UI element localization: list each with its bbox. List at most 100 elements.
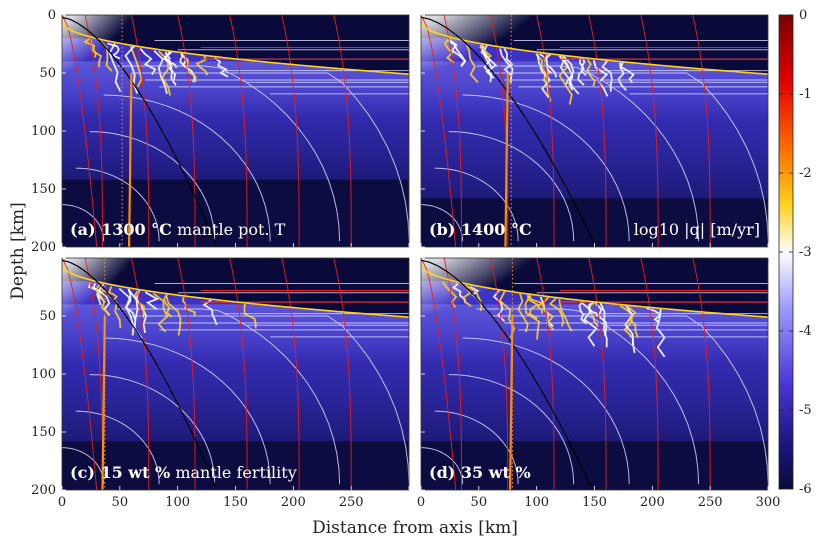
streamline [504, 79, 768, 81]
colorbar-tick-label: 0 [799, 8, 807, 23]
melt-channel [517, 293, 529, 333]
temperature-contour [588, 258, 607, 490]
panel-label-bold: 15 wt % [100, 463, 170, 482]
melt-channel [503, 48, 514, 76]
colorbar-tick-label: -2 [799, 166, 812, 181]
melt-channel [528, 295, 544, 314]
panel-a: (a) 1300 °C mantle pot. T 0 50 100 150 200 [31, 8, 410, 255]
x-tick-label: 0 [58, 495, 66, 510]
temperature-contour [281, 15, 300, 247]
lithosphere-base-curve [421, 21, 768, 75]
melt-channel [118, 287, 135, 336]
melt-channel [163, 293, 173, 318]
melt-channel [108, 42, 122, 93]
melt-channel [580, 57, 587, 77]
temperature-contour [692, 258, 711, 490]
streamline [434, 167, 519, 242]
melt-channel [479, 44, 493, 60]
y-axis-label: Depth [km] [8, 202, 28, 299]
temperature-contour [692, 15, 711, 247]
melt-region [421, 15, 578, 97]
melt-channel [181, 297, 196, 317]
panel-c: (c) 15 wt % mantle fertility 0 50 100 150 200… [31, 257, 410, 510]
temperature-contour [229, 258, 248, 490]
streamline [434, 410, 519, 485]
streamline [490, 315, 768, 485]
black-reference-curve [62, 16, 217, 244]
melt-channel [580, 301, 598, 347]
melt-channel [165, 294, 182, 336]
streamline [504, 322, 768, 324]
y-tick-label: 0 [48, 8, 56, 23]
x-axis-label: Distance from axis [km] [312, 518, 518, 538]
temperature-contour [62, 15, 98, 247]
temperature-contour [489, 258, 509, 490]
melt-channel [129, 46, 143, 88]
temperature-contour [443, 15, 462, 247]
streamline [159, 86, 409, 88]
streamline [476, 308, 700, 485]
melt-channel [152, 292, 169, 333]
melt-channel [524, 294, 541, 340]
melt-channel [133, 289, 145, 318]
melt-channel-vertical [508, 315, 514, 490]
x-tick-label: 0 [417, 495, 425, 510]
panel-content [421, 258, 768, 490]
temperature-contour [588, 15, 607, 247]
colorbar-tick-label: -5 [799, 403, 812, 418]
streamline [75, 167, 160, 242]
panel-content [421, 15, 768, 247]
temperature-contour [229, 15, 248, 247]
temperature-contour [130, 258, 150, 490]
streamline [518, 329, 768, 331]
colorbar-ticks: 0 -1 -2 -3 -4 -5 -6 [779, 8, 812, 497]
temperature-contour [333, 15, 352, 247]
temperature-contour [130, 15, 150, 247]
panel-label-rest: mantle fertility [170, 463, 297, 482]
y-tick-label: 50 [39, 66, 56, 81]
temperature-contour [421, 258, 457, 490]
streamline [89, 374, 216, 485]
panel-label: (d) 35 wt % [429, 463, 531, 482]
panel-label: (c) 15 wt % mantle fertility [70, 463, 297, 482]
y-tick-label: 200 [31, 240, 56, 255]
panel-label-id: (b) [429, 220, 461, 239]
streamline [490, 72, 768, 242]
melt-channel [548, 297, 565, 327]
black-reference-curve [421, 259, 592, 487]
streamline [159, 329, 409, 331]
y-tick-label: 100 [31, 124, 56, 139]
colorbar-tick-label: -3 [799, 245, 812, 260]
temperature-contour [333, 258, 352, 490]
panel-content [62, 15, 409, 247]
panel-label-bold: 1300 °C [101, 220, 172, 239]
colorbar-tick-label: -4 [799, 324, 812, 339]
panel-content [62, 258, 409, 490]
melt-channel [646, 307, 661, 323]
melt-channel [144, 291, 160, 311]
panel-label-bold: 35 wt % [461, 463, 531, 482]
streamline [103, 94, 271, 242]
lithosphere-base-curve [421, 264, 768, 318]
panel-label: (a) 1300 °C mantle pot. T [70, 220, 286, 239]
panel-b: (b) 1400 °C log10 |q| [m/yr] [420, 14, 769, 248]
x-tick-label: 150 [223, 495, 248, 510]
colorbar: 0 -1 -2 -3 -4 -5 -6 [778, 8, 812, 497]
melt-channel-vertical [127, 72, 133, 247]
melt-channel [83, 37, 97, 58]
melt-region [421, 258, 578, 340]
panel-label-rest: mantle pot. T [172, 220, 286, 239]
streamline [476, 65, 700, 242]
temperature-contour [443, 258, 462, 490]
y-tick-label: 150 [31, 425, 56, 440]
x-tick-label: 100 [165, 495, 190, 510]
y-tick-label: 200 [31, 483, 56, 498]
streamline [145, 79, 409, 81]
x-tick-label: 150 [582, 495, 607, 510]
panel-label-id: (d) [429, 463, 461, 482]
melt-channel [467, 285, 483, 311]
y-tick-label: 100 [31, 367, 56, 382]
streamline [518, 86, 768, 88]
panel-label-id: (a) [70, 220, 101, 239]
